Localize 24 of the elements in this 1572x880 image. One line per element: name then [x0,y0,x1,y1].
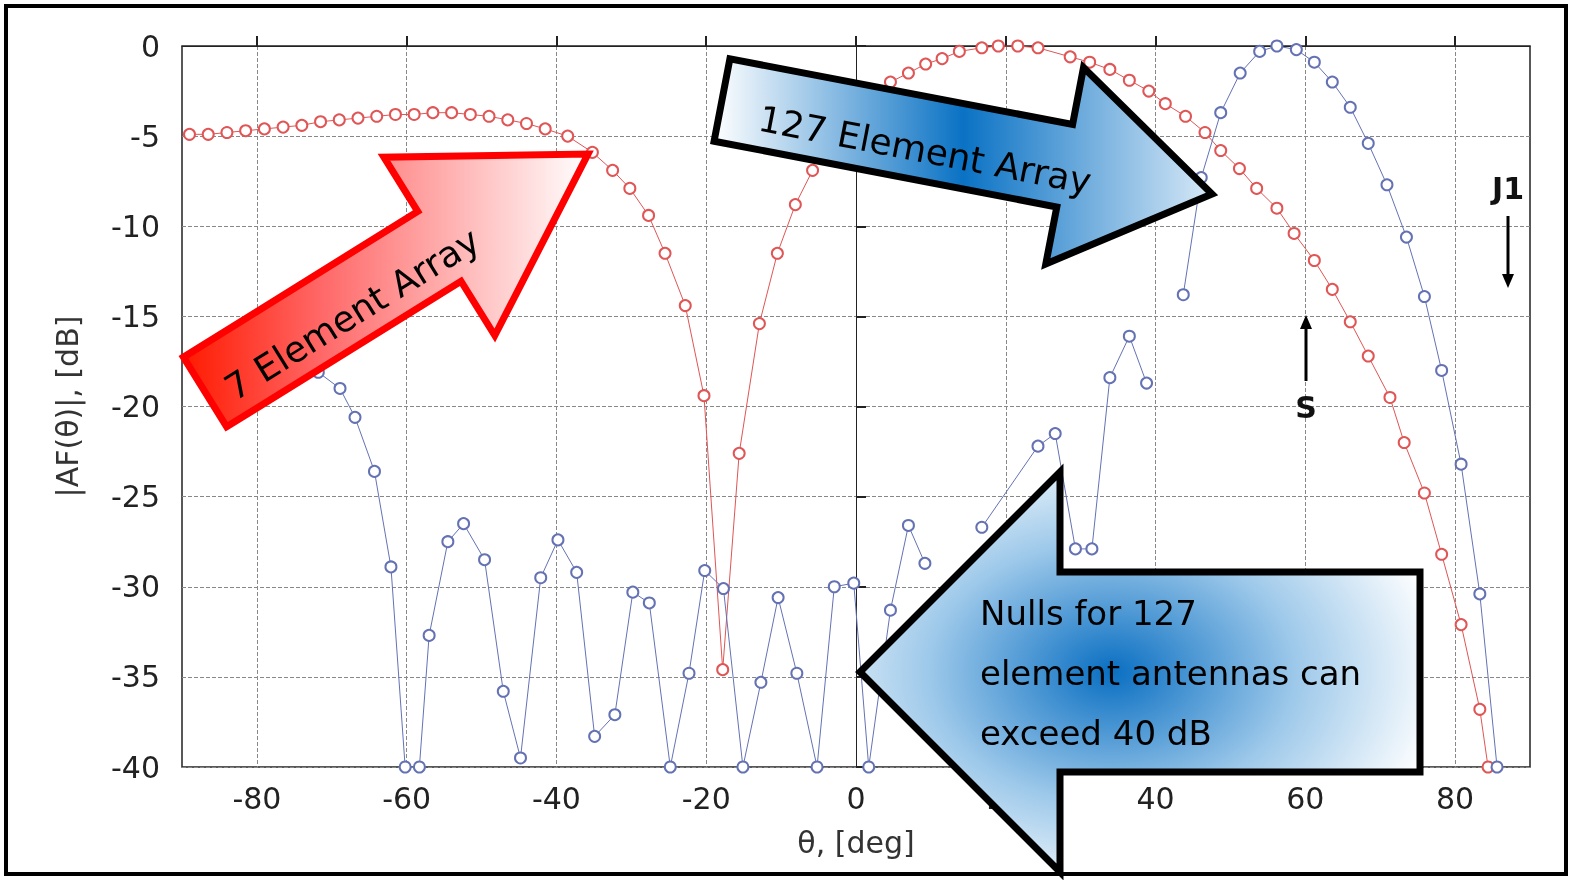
y-tick-label: -25 [111,479,160,515]
y-tick-label: -15 [111,298,160,334]
x-tick-label: 40 [1136,780,1175,816]
arrow-callout: 127 Element Array [710,54,1219,270]
annotation: J1 [1489,170,1525,206]
annotation: 127 Element Array [755,97,1095,203]
x-axis-title: θ, [deg] [797,824,915,860]
x-tick-label: -80 [232,780,282,816]
x-tick-label: -40 [531,780,581,816]
y-tick-label: -35 [111,659,160,695]
y-tick-label: -10 [111,208,160,244]
x-tick-label: -20 [681,780,731,816]
x-tick-label: 0 [846,780,866,816]
annotation: S [1295,389,1317,425]
y-tick-label: -30 [111,569,160,605]
x-tick-label: 80 [1436,780,1475,816]
y-tick-label: -5 [130,118,160,154]
x-tick-label: -60 [382,780,432,816]
y-tick-label: 0 [140,28,160,64]
y-tick-label: -20 [111,389,160,424]
x-tick-label: 60 [1286,780,1325,816]
y-tick-label: -40 [111,749,160,785]
annotation: Nulls for 127 element antennas can exceed 40 dB [980,593,1362,753]
y-axis-title: |AF(θ)|, [dB] [49,315,86,498]
